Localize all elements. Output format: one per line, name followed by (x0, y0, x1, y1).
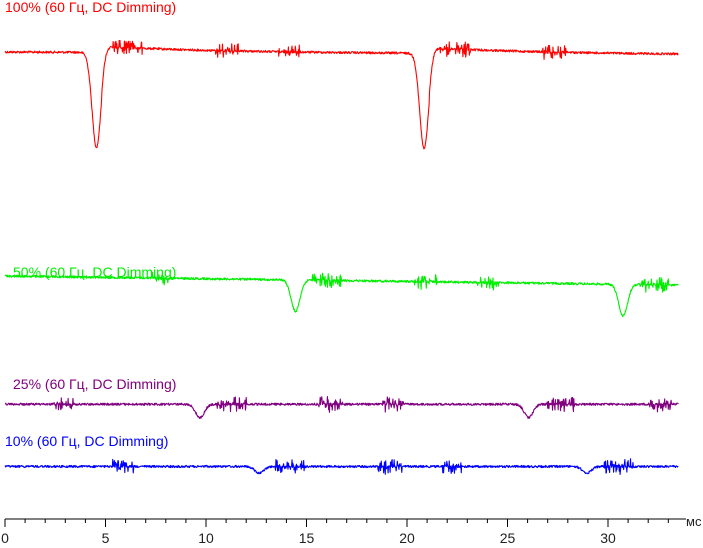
series-line-3 (4, 395, 679, 420)
series-label-4: 10% (60 Гц, DC Dimming) (5, 433, 168, 449)
x-tick-label: 0 (1, 530, 9, 546)
series-line-2 (4, 271, 679, 318)
x-tick-label: 20 (399, 530, 415, 546)
x-tick-label: 15 (299, 530, 315, 546)
legend-labels: 100% (60 Гц, DC Dimming) 50% (60 Гц, DC D… (5, 0, 176, 449)
x-tick-label: 5 (102, 530, 110, 546)
x-tick-label: 30 (600, 530, 616, 546)
series-label-1: 100% (60 Гц, DC Dimming) (5, 0, 176, 15)
series-layer (4, 39, 679, 476)
series-label-2: 50% (60 Гц, DC Dimming) (13, 264, 176, 280)
series-line-4 (4, 458, 679, 476)
x-tick-label: 25 (500, 530, 516, 546)
series-label-3: 25% (60 Гц, DC Dimming) (13, 376, 176, 392)
x-axis: мс 0 5 10 15 20 25 30 (1, 514, 702, 546)
series-line-1 (4, 39, 679, 150)
x-axis-unit-label: мс (686, 514, 702, 529)
x-tick-label: 10 (198, 530, 214, 546)
